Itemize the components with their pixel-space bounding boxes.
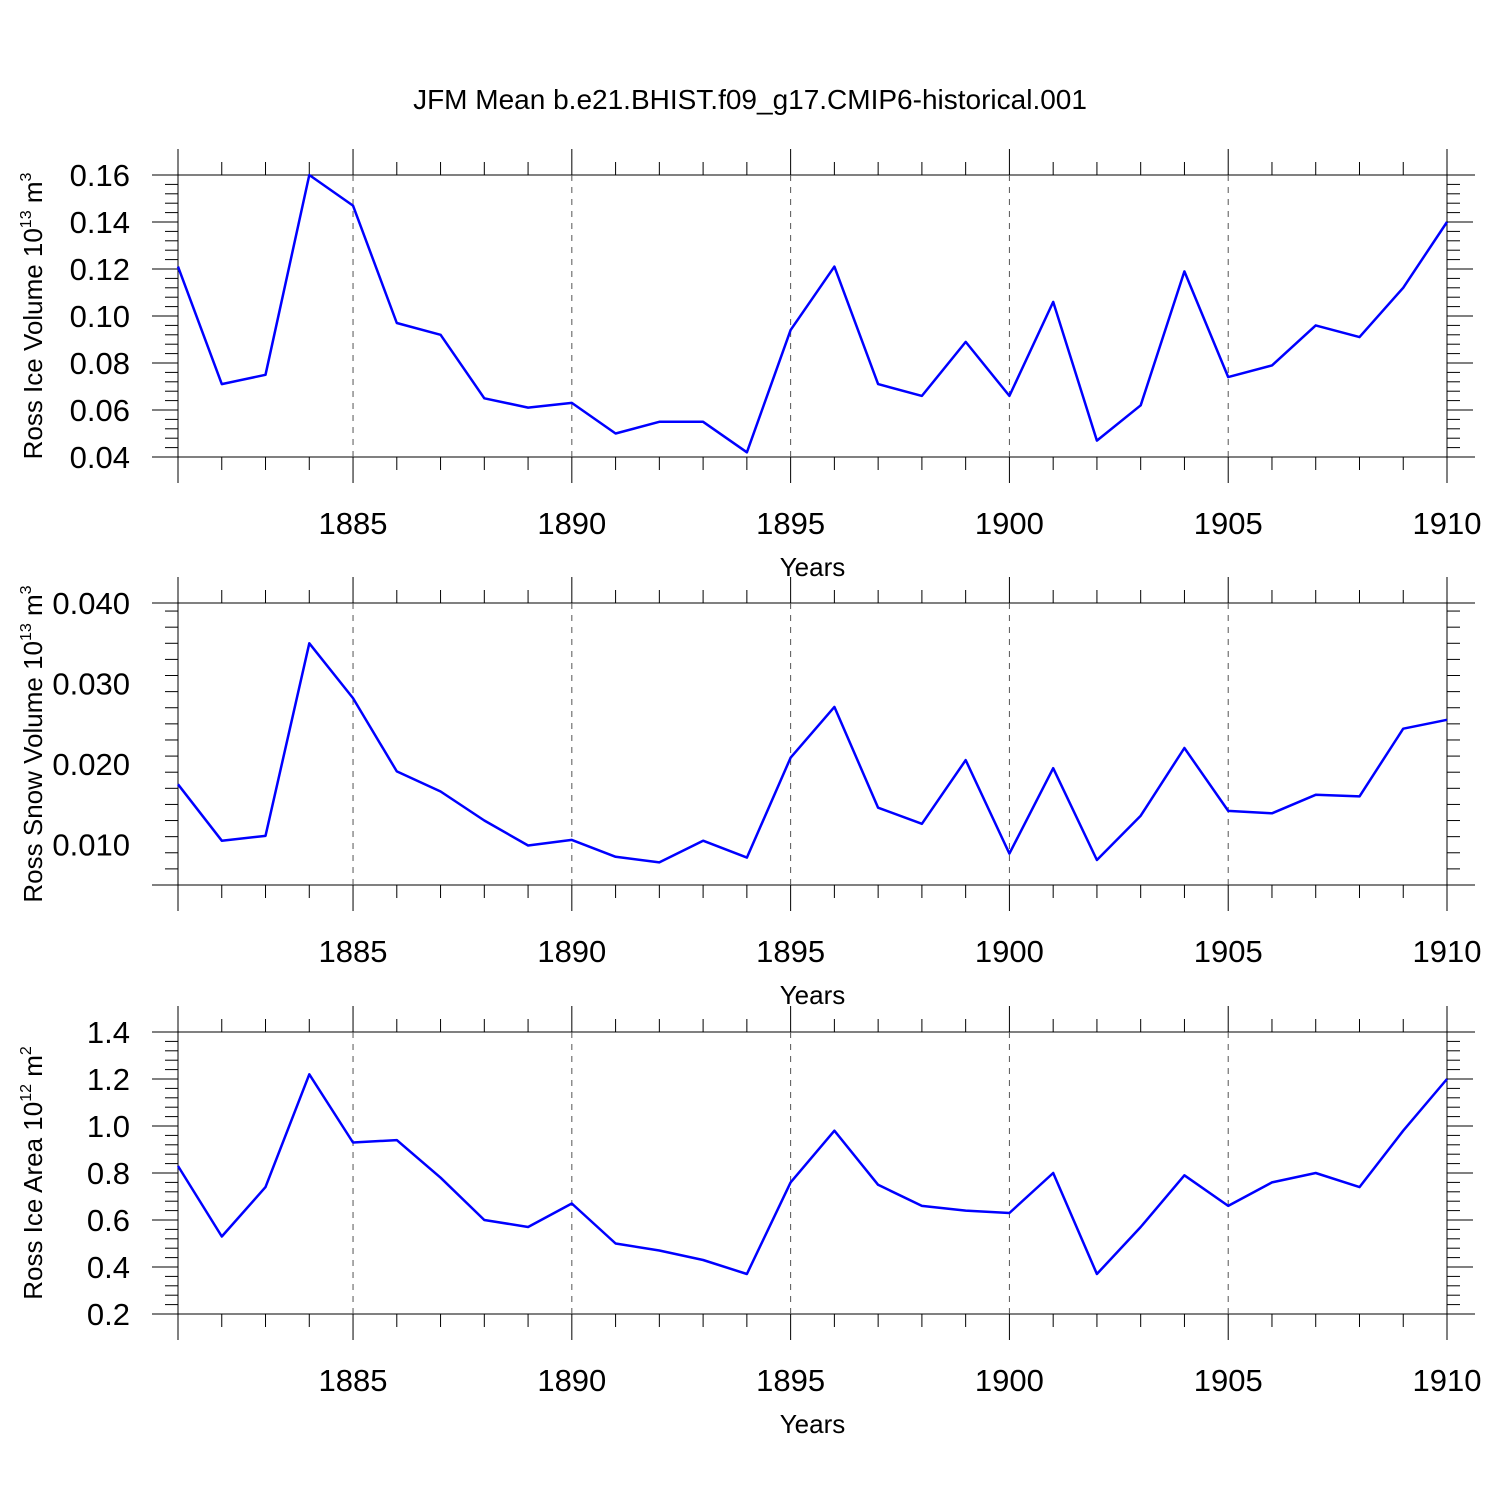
- x-tick-label: 1890: [537, 506, 606, 541]
- x-tick-label: 1890: [537, 934, 606, 969]
- y-tick-label: 0.4: [87, 1250, 130, 1285]
- x-tick-label: 1905: [1194, 934, 1263, 969]
- y-tick-label: 0.010: [52, 828, 130, 863]
- y-tick-label: 0.040: [52, 586, 130, 621]
- y-tick-label: 0.12: [70, 252, 130, 287]
- y-tick-label: 0.020: [52, 747, 130, 782]
- y-tick-label: 0.10: [70, 299, 130, 334]
- series-line-ice-area: [176, 1073, 1448, 1276]
- series-line-snow-volume: [177, 642, 1448, 864]
- panel-ice-area: 0.2 0.4 0.6 0.8 1.0 1.2 1.4 1885 1890 1895 1900 190…: [18, 1006, 1481, 1439]
- x-tick-label: 1910: [1413, 934, 1482, 969]
- x-tick-label: 1885: [319, 506, 388, 541]
- y-tick-label: 0.06: [70, 393, 130, 428]
- y-axis-label: Ross Ice Volume 1013 m3: [18, 172, 48, 459]
- y-tick-label: 0.6: [87, 1203, 130, 1238]
- y-axis-label: Ross Ice Area 1012 m2: [18, 1046, 48, 1300]
- x-tick-label: 1885: [319, 934, 388, 969]
- x-axis-label: Years: [780, 980, 846, 1010]
- panel-ice-volume: 0.04 0.06 0.08 0.10 0.12 0.14 0.16 1885 1890 1895…: [18, 149, 1481, 582]
- y-tick-label: 1.4: [87, 1015, 130, 1050]
- x-tick-label: 1890: [537, 1363, 606, 1398]
- y-tick-label: 0.16: [70, 158, 130, 193]
- y-tick-label: 1.2: [87, 1062, 130, 1097]
- x-tick-label: 1900: [975, 934, 1044, 969]
- x-tick-label: 1895: [756, 1363, 825, 1398]
- x-tick-label: 1895: [756, 934, 825, 969]
- y-axis-label: Ross Snow Volume 1013 m3: [18, 585, 48, 902]
- x-axis-label: Years: [780, 1409, 846, 1439]
- x-tick-label: 1910: [1413, 1363, 1482, 1398]
- y-tick-label: 0.030: [52, 667, 130, 702]
- chart-title: JFM Mean b.e21.BHIST.f09_g17.CMIP6-histo…: [413, 84, 1087, 115]
- x-tick-label: 1905: [1194, 1363, 1263, 1398]
- y-tick-label: 0.2: [87, 1297, 130, 1332]
- x-tick-label: 1905: [1194, 506, 1263, 541]
- x-axis-label: Years: [780, 552, 846, 582]
- y-tick-label: 0.14: [70, 205, 130, 240]
- panel-snow-volume: 0.010 0.020 0.030 0.040 1885 1890 1895 1900 1905…: [18, 577, 1481, 1010]
- y-tick-label: 0.08: [70, 346, 130, 381]
- x-tick-label: 1895: [756, 506, 825, 541]
- y-tick-label: 1.0: [87, 1109, 130, 1144]
- y-tick-label: 0.8: [87, 1156, 130, 1191]
- series-line-ice-volume: [176, 173, 1449, 454]
- y-tick-label: 0.04: [70, 440, 130, 475]
- x-tick-label: 1885: [319, 1363, 388, 1398]
- x-tick-label: 1910: [1413, 506, 1482, 541]
- x-tick-label: 1900: [975, 506, 1044, 541]
- x-tick-label: 1900: [975, 1363, 1044, 1398]
